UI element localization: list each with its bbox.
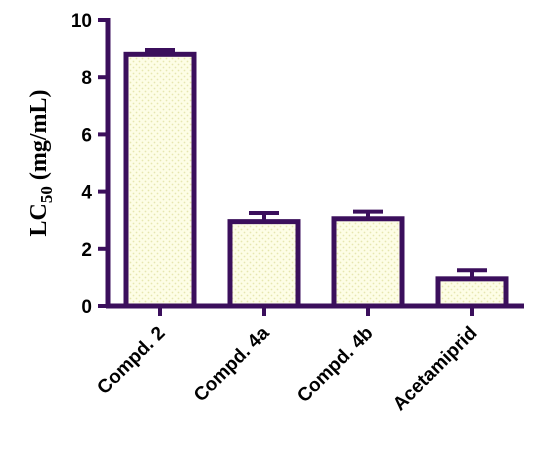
axes-group — [98, 18, 524, 316]
bar — [227, 219, 301, 309]
y-axis-label-main: LC — [26, 203, 52, 236]
y-tick-labels: 0 2 4 6 8 10 — [71, 11, 93, 318]
category-labels: Compd. 2 Compd. 4a Compd. 4b Acetamiprid — [93, 322, 481, 415]
category-label: Compd. 4b — [293, 323, 377, 407]
y-tick-label: 2 — [81, 240, 92, 261]
y-axis-label-subscript: 50 — [37, 186, 56, 203]
y-tick-label: 8 — [81, 68, 92, 89]
bar — [123, 51, 197, 309]
bar — [435, 276, 509, 309]
y-tick-label: 0 — [81, 297, 92, 318]
category-label: Acetamiprid — [389, 323, 481, 415]
y-axis-label-unit: (mg/mL) — [26, 90, 52, 187]
y-axis-label: LC50 (mg/mL) — [26, 90, 56, 237]
category-label: Compd. 4a — [190, 322, 274, 406]
error-bars-group — [145, 48, 487, 279]
bar — [331, 216, 405, 309]
y-tick-label: 10 — [71, 11, 92, 32]
category-label: Compd. 2 — [93, 323, 169, 399]
y-tick-label: 4 — [81, 183, 92, 204]
y-tick-label: 6 — [81, 125, 92, 146]
bars-group — [123, 51, 509, 309]
